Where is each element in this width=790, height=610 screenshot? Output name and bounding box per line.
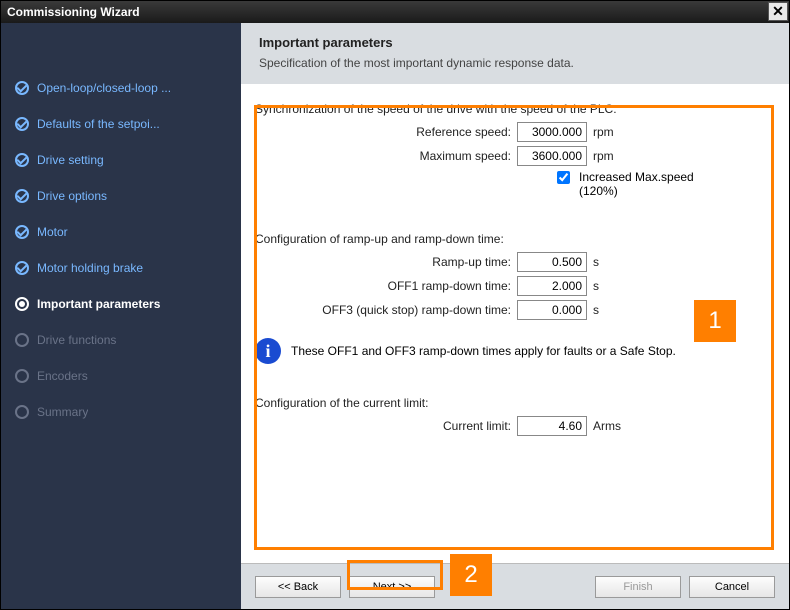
sidebar-item-label: Summary [37, 405, 88, 419]
sidebar-item-3[interactable]: Drive options [13, 181, 229, 211]
check-circle-icon [15, 153, 29, 167]
off1-unit: s [593, 279, 625, 293]
reference-speed-input[interactable] [517, 122, 587, 142]
ramp-section-label: Configuration of ramp-up and ramp-down t… [255, 232, 775, 246]
ramp-up-unit: s [593, 255, 625, 269]
body: Open-loop/closed-loop ... Defaults of the… [1, 23, 789, 609]
annotation-callout-2: 2 [450, 554, 492, 596]
check-circle-icon [15, 117, 29, 131]
reference-speed-label: Reference speed: [416, 125, 511, 139]
circle-icon [15, 333, 29, 347]
check-circle-icon [15, 225, 29, 239]
maximum-speed-input[interactable] [517, 146, 587, 166]
sidebar-item-label: Encoders [37, 369, 88, 383]
sidebar-item-5[interactable]: Motor holding brake [13, 253, 229, 283]
titlebar: Commissioning Wizard ✕ [1, 1, 789, 23]
maximum-speed-unit: rpm [593, 149, 625, 163]
sidebar-item-label: Drive functions [37, 333, 116, 347]
page-description: Specification of the most important dyna… [259, 56, 771, 70]
off1-label: OFF1 ramp-down time: [388, 279, 511, 293]
header-panel: Important parameters Specification of th… [241, 23, 789, 84]
sidebar-item-label: Important parameters [37, 297, 160, 311]
maximum-speed-label: Maximum speed: [420, 149, 511, 163]
limit-section-label: Configuration of the current limit: [255, 396, 775, 410]
ramp-up-label: Ramp-up time: [432, 255, 511, 269]
page-title: Important parameters [259, 35, 771, 50]
footer: << Back Next >> Finish Cancel [241, 563, 789, 609]
sidebar-item-1[interactable]: Defaults of the setpoi... [13, 109, 229, 139]
check-circle-icon [15, 261, 29, 275]
ramp-up-row: Ramp-up time: s [255, 252, 775, 272]
info-text: These OFF1 and OFF3 ramp-down times appl… [291, 344, 676, 358]
increased-max-checkbox[interactable] [557, 171, 570, 184]
reference-speed-unit: rpm [593, 125, 625, 139]
reference-speed-row: Reference speed: rpm [255, 122, 775, 142]
sidebar-item-6[interactable]: Important parameters [13, 289, 229, 319]
commissioning-wizard-window: Commissioning Wizard ✕ Open-loop/closed-… [0, 0, 790, 610]
check-circle-icon [15, 189, 29, 203]
circle-icon [15, 405, 29, 419]
sidebar-item-7[interactable]: Drive functions [13, 325, 229, 355]
check-circle-icon [15, 81, 29, 95]
circle-icon [15, 369, 29, 383]
finish-button[interactable]: Finish [595, 576, 681, 598]
sidebar-item-label: Defaults of the setpoi... [37, 117, 160, 131]
current-limit-unit: Arms [593, 419, 625, 433]
back-button[interactable]: << Back [255, 576, 341, 598]
next-button[interactable]: Next >> [349, 576, 435, 598]
current-limit-row: Current limit: Arms [255, 416, 775, 436]
sidebar-item-label: Drive options [37, 189, 107, 203]
current-limit-label: Current limit: [443, 419, 511, 433]
window-title: Commissioning Wizard [7, 5, 140, 19]
increased-max-label: Increased Max.speed (120%) [579, 170, 719, 198]
dot-circle-icon [15, 297, 29, 311]
ramp-up-input[interactable] [517, 252, 587, 272]
sidebar-item-2[interactable]: Drive setting [13, 145, 229, 175]
off3-unit: s [593, 303, 625, 317]
info-icon: i [255, 338, 281, 364]
cancel-button[interactable]: Cancel [689, 576, 775, 598]
sidebar-item-label: Drive setting [37, 153, 104, 167]
off1-row: OFF1 ramp-down time: s [255, 276, 775, 296]
sidebar-item-label: Open-loop/closed-loop ... [37, 81, 171, 95]
sidebar-item-4[interactable]: Motor [13, 217, 229, 247]
close-icon[interactable]: ✕ [768, 2, 788, 21]
current-limit-input[interactable] [517, 416, 587, 436]
sidebar: Open-loop/closed-loop ... Defaults of the… [1, 23, 241, 609]
sidebar-item-label: Motor holding brake [37, 261, 143, 275]
off1-input[interactable] [517, 276, 587, 296]
annotation-callout-1: 1 [694, 300, 736, 342]
maximum-speed-row: Maximum speed: rpm [255, 146, 775, 166]
increased-max-row: Increased Max.speed (120%) [255, 170, 775, 198]
off3-label: OFF3 (quick stop) ramp-down time: [322, 303, 511, 317]
sidebar-item-8[interactable]: Encoders [13, 361, 229, 391]
sidebar-item-9[interactable]: Summary [13, 397, 229, 427]
sidebar-item-0[interactable]: Open-loop/closed-loop ... [13, 73, 229, 103]
sidebar-item-label: Motor [37, 225, 68, 239]
sync-section-label: Synchronization of the speed of the driv… [255, 102, 775, 116]
off3-input[interactable] [517, 300, 587, 320]
